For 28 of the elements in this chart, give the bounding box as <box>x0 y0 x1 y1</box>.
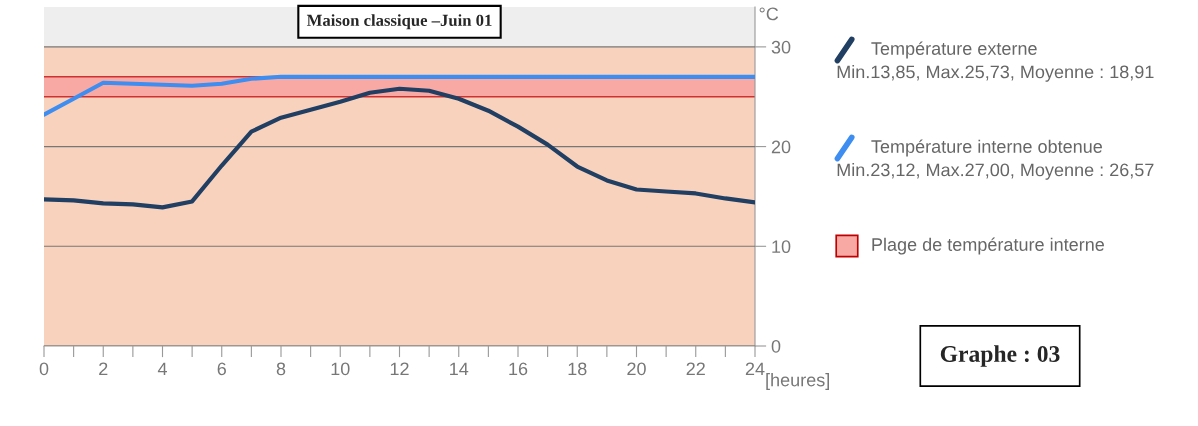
x-tick-label: 6 <box>217 362 226 376</box>
x-tick-label: 2 <box>99 362 108 376</box>
x-tick-label: 10 <box>331 362 350 376</box>
x-tick-label: 16 <box>509 362 528 376</box>
x-tick-label: 8 <box>276 362 286 376</box>
legend-label: Plage de température interne <box>872 237 1104 255</box>
x-tick-label: 4 <box>157 362 167 376</box>
y-tick-label: 0 <box>771 339 781 353</box>
x-tick-label: 22 <box>686 362 705 376</box>
y-tick-label: 10 <box>772 240 791 254</box>
y-axis-title: °C <box>759 7 779 21</box>
text: Min.23,12, Max.27,00, Moyenne : 26,57 <box>837 163 1154 180</box>
chart-title: Maison classique –Juin 01 <box>306 14 492 30</box>
x-axis-title: [heures] <box>766 373 829 390</box>
x-tick-label: 20 <box>627 362 646 376</box>
line-series <box>44 86 755 210</box>
x-tick-label: 18 <box>568 362 587 376</box>
x-tick-label: 0 <box>39 362 49 376</box>
text: Min.13,85, Max.25,73, Moyenne : 18,91 <box>837 65 1154 82</box>
x-tick-label: 24 <box>745 362 765 376</box>
text: Graphe : 03 <box>940 345 1060 367</box>
legend-label: Température interne obtenue <box>871 139 1102 157</box>
x-tick-label: 14 <box>450 362 469 376</box>
x-tick-label: 12 <box>390 362 409 376</box>
line-series <box>44 74 755 117</box>
y-tick-label: 30 <box>771 40 791 54</box>
legend-label: Température externe <box>871 41 1037 59</box>
y-tick-label: 20 <box>771 140 791 154</box>
